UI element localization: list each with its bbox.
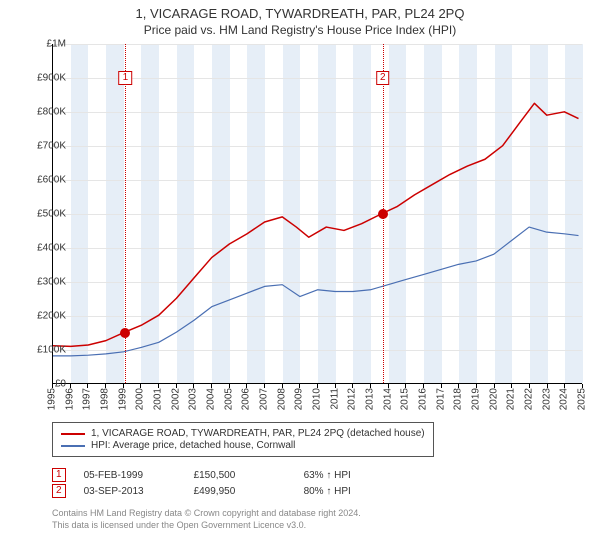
x-axis-label: 2009 (294, 388, 305, 410)
x-axis-label: 2021 (506, 388, 517, 410)
y-axis-label: £500K (37, 209, 66, 220)
x-axis-label: 2003 (188, 388, 199, 410)
y-axis-label: £300K (37, 277, 66, 288)
y-axis-label: £900K (37, 73, 66, 84)
table-row: 1 05-FEB-1999 £150,500 63% HPI (52, 468, 414, 482)
legend-swatch-price-paid (61, 433, 85, 435)
point-price: £499,950 (194, 486, 304, 497)
x-axis-label: 2011 (329, 388, 340, 410)
y-axis-label: £600K (37, 175, 66, 186)
x-axis-label: 2014 (382, 388, 393, 410)
x-axis-label: 2020 (488, 388, 499, 410)
price-marker (120, 328, 130, 338)
points-table: 1 05-FEB-1999 £150,500 63% HPI 2 03-SEP-… (52, 466, 414, 500)
footnote: Contains HM Land Registry data © Crown c… (52, 508, 361, 531)
arrow-up-icon (326, 486, 331, 497)
y-axis-label: £400K (37, 243, 66, 254)
legend-swatch-hpi (61, 445, 85, 447)
footnote-line: This data is licensed under the Open Gov… (52, 520, 361, 532)
point-pct: 63% HPI (304, 470, 414, 481)
page-title: 1, VICARAGE ROAD, TYWARDREATH, PAR, PL24… (0, 0, 600, 21)
arrow-up-icon (326, 470, 331, 481)
legend: 1, VICARAGE ROAD, TYWARDREATH, PAR, PL24… (52, 422, 434, 457)
x-axis-label: 2022 (524, 388, 535, 410)
x-axis-label: 2005 (223, 388, 234, 410)
legend-row-price-paid: 1, VICARAGE ROAD, TYWARDREATH, PAR, PL24… (61, 428, 425, 439)
x-axis-label: 2002 (170, 388, 181, 410)
marker-number-box: 1 (119, 71, 133, 85)
x-axis-label: 1996 (64, 388, 75, 410)
point-pct: 80% HPI (304, 486, 414, 497)
x-axis-label: 1997 (82, 388, 93, 410)
x-axis-label: 2017 (435, 388, 446, 410)
x-axis-label: 2012 (347, 388, 358, 410)
y-axis-label: £100K (37, 345, 66, 356)
legend-label-hpi: HPI: Average price, detached house, Corn… (91, 440, 295, 451)
x-axis-label: 2010 (312, 388, 323, 410)
chart-plot-area: 12 (52, 44, 582, 384)
series-line-price_paid (53, 103, 579, 346)
x-axis-label: 2008 (276, 388, 287, 410)
x-axis-label: 2000 (135, 388, 146, 410)
y-axis-label: £0 (55, 379, 66, 390)
y-axis-label: £200K (37, 311, 66, 322)
legend-row-hpi: HPI: Average price, detached house, Corn… (61, 440, 425, 451)
chart-svg (53, 44, 582, 383)
x-axis-label: 1998 (100, 388, 111, 410)
y-axis-label: £800K (37, 107, 66, 118)
page-subtitle: Price paid vs. HM Land Registry's House … (0, 21, 600, 41)
x-axis-label: 2025 (577, 388, 588, 410)
table-row: 2 03-SEP-2013 £499,950 80% HPI (52, 484, 414, 498)
point-date: 05-FEB-1999 (84, 470, 194, 481)
x-axis-label: 2013 (365, 388, 376, 410)
point-date: 03-SEP-2013 (84, 486, 194, 497)
x-axis-label: 2015 (400, 388, 411, 410)
y-axis-label: £700K (37, 141, 66, 152)
legend-label-price-paid: 1, VICARAGE ROAD, TYWARDREATH, PAR, PL24… (91, 428, 425, 439)
point-price: £150,500 (194, 470, 304, 481)
series-line-hpi (53, 227, 579, 356)
x-axis-label: 2018 (453, 388, 464, 410)
x-axis-label: 2019 (471, 388, 482, 410)
point-number-box: 1 (52, 468, 66, 482)
x-axis-label: 2001 (153, 388, 164, 410)
x-axis-label: 2024 (559, 388, 570, 410)
x-axis-label: 2006 (241, 388, 252, 410)
footnote-line: Contains HM Land Registry data © Crown c… (52, 508, 361, 520)
marker-number-box: 2 (376, 71, 390, 85)
point-number-box: 2 (52, 484, 66, 498)
x-axis-label: 2007 (259, 388, 270, 410)
y-axis-label: £1M (47, 39, 66, 50)
x-axis-label: 1999 (117, 388, 128, 410)
x-axis-label: 2023 (541, 388, 552, 410)
price-marker (378, 209, 388, 219)
x-axis-label: 2004 (206, 388, 217, 410)
x-axis-label: 2016 (418, 388, 429, 410)
x-axis-label: 1995 (47, 388, 58, 410)
